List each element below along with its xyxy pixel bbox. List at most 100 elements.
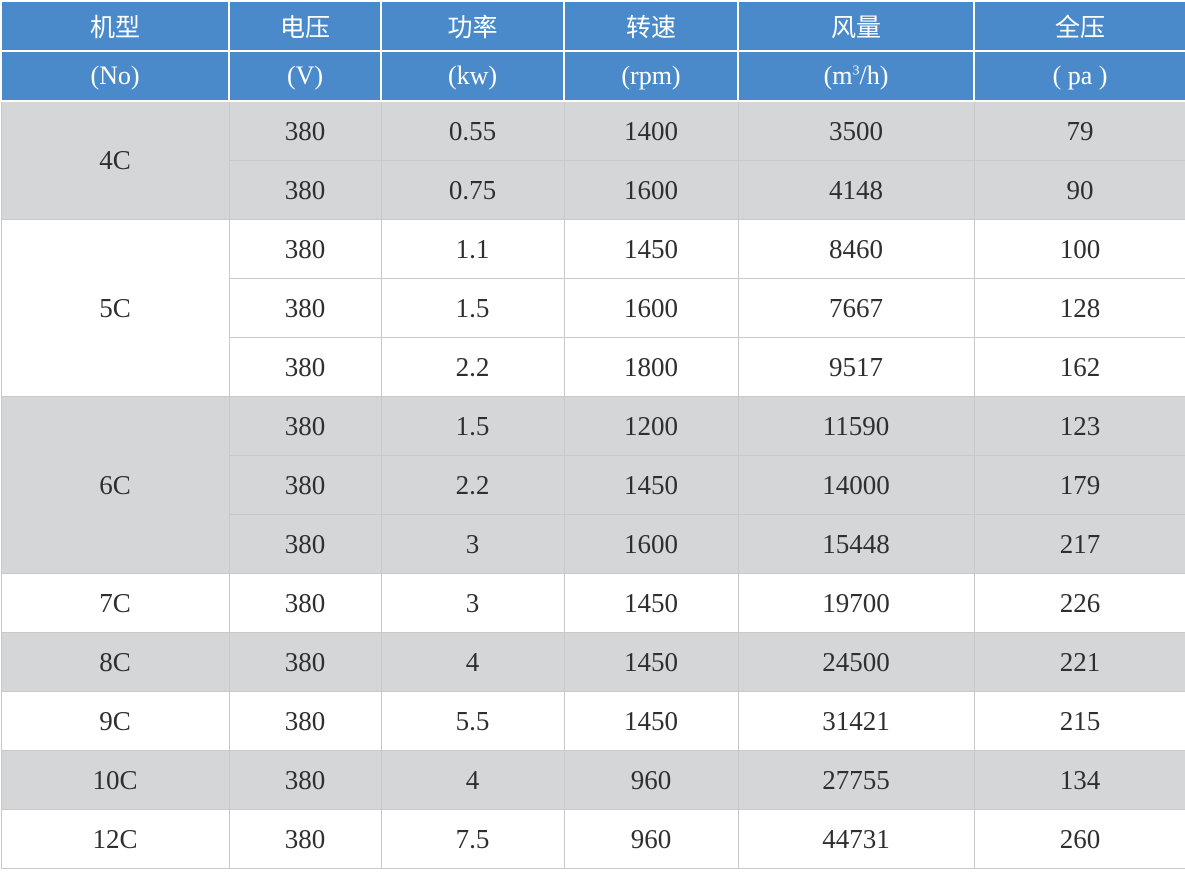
header-power: 功率: [380, 0, 565, 52]
unit-airflow-base: (m: [823, 61, 853, 90]
cell-airflow: 14000: [737, 455, 975, 515]
cell-speed: 1800: [563, 337, 739, 397]
cell-pressure: 128: [973, 278, 1185, 338]
cell-voltage: 380: [228, 100, 382, 161]
cell-power: 4: [380, 632, 565, 692]
cell-pressure: 260: [973, 809, 1185, 869]
cell-voltage: 380: [228, 396, 382, 456]
table-row: 6C 380 1.5 1200 11590 123: [0, 396, 1185, 574]
cell-pressure: 226: [973, 573, 1185, 633]
cell-pressure: 215: [973, 691, 1185, 751]
cell-speed: 1200: [563, 396, 739, 456]
cell-speed: 1450: [563, 691, 739, 751]
cell-pressure: 123: [973, 396, 1185, 456]
cell-pressure: 217: [973, 514, 1185, 574]
unit-airflow-tail: /h): [859, 61, 889, 90]
cell-airflow: 24500: [737, 632, 975, 692]
cell-airflow: 8460: [737, 219, 975, 279]
cell-voltage: 380: [228, 219, 382, 279]
cell-voltage: 380: [228, 750, 382, 810]
cell-model: 9C: [0, 691, 230, 751]
table-body: 4C 380 0.55 1400 3500 79 380 0.75 1600 4148 90 5C 38…: [0, 100, 1185, 869]
unit-voltage: (V): [228, 50, 382, 102]
cell-voltage: 380: [228, 278, 382, 338]
cell-pressure: 221: [973, 632, 1185, 692]
cell-airflow: 27755: [737, 750, 975, 810]
cell-model: 12C: [0, 809, 230, 869]
unit-airflow: (m3/h): [737, 50, 975, 102]
table-row: 5C 380 1.1 1450 8460 100: [0, 219, 1185, 397]
cell-pressure: 79: [973, 100, 1185, 161]
cell-voltage: 380: [228, 160, 382, 220]
fan-spec-table: 机型 电压 功率 转速 风量 全压 (No) (V) (kw) (rpm) (m…: [0, 0, 1185, 869]
cell-airflow: 4148: [737, 160, 975, 220]
cell-power: 0.75: [380, 160, 565, 220]
header-row-names: 机型 电压 功率 转速 风量 全压: [0, 0, 1185, 52]
cell-airflow: 3500: [737, 100, 975, 161]
table-row: 4C 380 0.55 1400 3500 79: [0, 100, 1185, 220]
header-pressure: 全压: [973, 0, 1185, 52]
header-voltage: 电压: [228, 0, 382, 52]
cell-voltage: 380: [228, 809, 382, 869]
cell-voltage: 380: [228, 514, 382, 574]
cell-pressure: 100: [973, 219, 1185, 279]
cell-voltage: 380: [228, 573, 382, 633]
cell-voltage: 380: [228, 691, 382, 751]
cell-power: 2.2: [380, 337, 565, 397]
table-row: 380 0.75 1600 4148 90: [1, 160, 1185, 220]
cell-power: 3: [380, 573, 565, 633]
cell-airflow: 9517: [737, 337, 975, 397]
cell-model: 5C: [0, 219, 230, 397]
cell-model: 10C: [0, 750, 230, 810]
cell-voltage: 380: [228, 455, 382, 515]
cell-voltage: 380: [228, 632, 382, 692]
table-row: 10C 380 4 960 27755 134: [0, 750, 1185, 810]
header-airflow: 风量: [737, 0, 975, 52]
cell-power: 1.5: [380, 278, 565, 338]
header-row-units: (No) (V) (kw) (rpm) (m3/h) ( pa ): [0, 50, 1185, 102]
cell-speed: 1450: [563, 573, 739, 633]
cell-airflow: 31421: [737, 691, 975, 751]
cell-airflow: 7667: [737, 278, 975, 338]
cell-airflow: 19700: [737, 573, 975, 633]
cell-power: 7.5: [380, 809, 565, 869]
unit-model: (No): [0, 50, 230, 102]
cell-voltage: 380: [228, 337, 382, 397]
cell-speed: 960: [563, 750, 739, 810]
unit-power: (kw): [380, 50, 565, 102]
unit-speed: (rpm): [563, 50, 739, 102]
table-row: 8C 380 4 1450 24500 221: [0, 632, 1185, 692]
cell-pressure: 90: [973, 160, 1185, 220]
cell-model: 6C: [0, 396, 230, 574]
cell-power: 5.5: [380, 691, 565, 751]
cell-speed: 1450: [563, 632, 739, 692]
unit-pressure: ( pa ): [973, 50, 1185, 102]
table-row: 380 2.2 1450 14000 179: [1, 455, 1185, 515]
cell-power: 4: [380, 750, 565, 810]
header-model: 机型: [0, 0, 230, 52]
table-row: 9C 380 5.5 1450 31421 215: [0, 691, 1185, 751]
cell-power: 1.1: [380, 219, 565, 279]
cell-airflow: 15448: [737, 514, 975, 574]
cell-speed: 1600: [563, 278, 739, 338]
cell-airflow: 44731: [737, 809, 975, 869]
cell-model: 4C: [0, 100, 230, 220]
table-row: 380 3 1600 15448 217: [1, 514, 1185, 574]
cell-power: 3: [380, 514, 565, 574]
table-row: 380 2.2 1800 9517 162: [1, 337, 1185, 397]
cell-airflow: 11590: [737, 396, 975, 456]
table-row: 380 1.5 1600 7667 128: [1, 278, 1185, 338]
cell-power: 1.5: [380, 396, 565, 456]
cell-pressure: 179: [973, 455, 1185, 515]
cell-speed: 1600: [563, 160, 739, 220]
cell-speed: 960: [563, 809, 739, 869]
table-row: 7C 380 3 1450 19700 226: [0, 573, 1185, 633]
cell-pressure: 162: [973, 337, 1185, 397]
cell-model: 7C: [0, 573, 230, 633]
cell-speed: 1450: [563, 219, 739, 279]
cell-power: 2.2: [380, 455, 565, 515]
cell-model: 8C: [0, 632, 230, 692]
unit-airflow-sup: 3: [852, 63, 860, 79]
cell-speed: 1450: [563, 455, 739, 515]
table-row: 12C 380 7.5 960 44731 260: [0, 809, 1185, 869]
